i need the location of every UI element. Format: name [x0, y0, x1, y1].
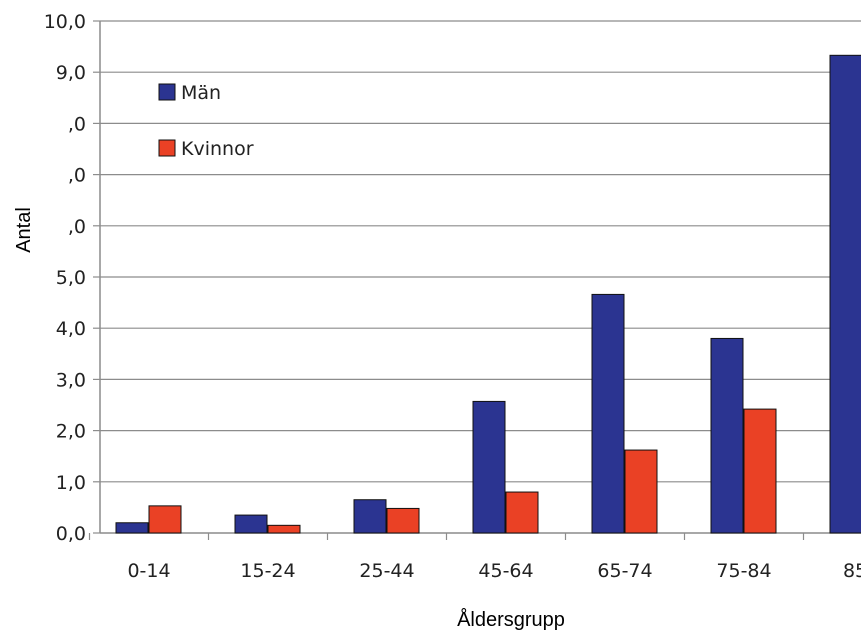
x-tick-label: 45-64 [478, 560, 533, 582]
legend: Män Kvinnor [158, 82, 254, 160]
bar-man-75-84 [710, 337, 744, 534]
y-tick-label: 4,0 [56, 318, 86, 340]
x-tick-label: 0-14 [127, 560, 170, 582]
y-tick-label: ,0 [68, 113, 86, 135]
bar-man-15-24 [234, 514, 268, 534]
bar-kvinnor-0-14 [148, 505, 182, 534]
bar-kvinnor-25-44 [386, 507, 420, 534]
bar-kvinnor-75-84 [743, 408, 777, 534]
bar-man-25-44 [353, 499, 387, 534]
y-tick-label: ,0 [68, 165, 86, 187]
y-axis-ticks: 0,0 1,0 2,0 3,0 4,0 5,0 ,0 ,0 ,0 9,0 10,0 [44, 11, 100, 545]
x-tick-label: 25-44 [359, 560, 414, 582]
bar-kvinnor-15-24 [267, 524, 301, 534]
x-tick-label: 65-74 [597, 560, 652, 582]
y-axis-title: Antal [13, 207, 35, 253]
legend-label: Kvinnor [181, 138, 254, 160]
bar-man-45-64 [472, 400, 506, 534]
y-tick-label: 0,0 [56, 523, 86, 545]
bar-man-65-74 [591, 293, 625, 534]
gridlines [100, 20, 861, 483]
x-tick-label: 85+ [843, 560, 861, 582]
legend-swatch [158, 139, 176, 157]
y-tick-label: ,0 [68, 216, 86, 238]
x-axis-title: Åldersgrupp [457, 608, 565, 631]
y-tick-label: 2,0 [56, 421, 86, 443]
x-axis-ticks: 0-14 15-24 25-44 45-64 65-74 75-84 85+ [88, 533, 861, 582]
y-tick-label: 10,0 [44, 11, 86, 33]
y-tick-label: 9,0 [56, 62, 86, 84]
y-tick-label: 5,0 [56, 267, 86, 289]
bar-kvinnor-45-64 [505, 491, 539, 534]
bars [115, 54, 861, 534]
x-tick-label: 75-84 [716, 560, 771, 582]
y-tick-label: 1,0 [56, 472, 86, 494]
legend-label: Män [181, 82, 221, 104]
y-tick-label: 3,0 [56, 369, 86, 391]
legend-swatch [158, 83, 176, 101]
bar-man-0-14 [115, 522, 149, 534]
bar-kvinnor-65-74 [624, 449, 658, 534]
bar-man-85+ [829, 54, 861, 534]
x-tick-label: 15-24 [240, 560, 295, 582]
